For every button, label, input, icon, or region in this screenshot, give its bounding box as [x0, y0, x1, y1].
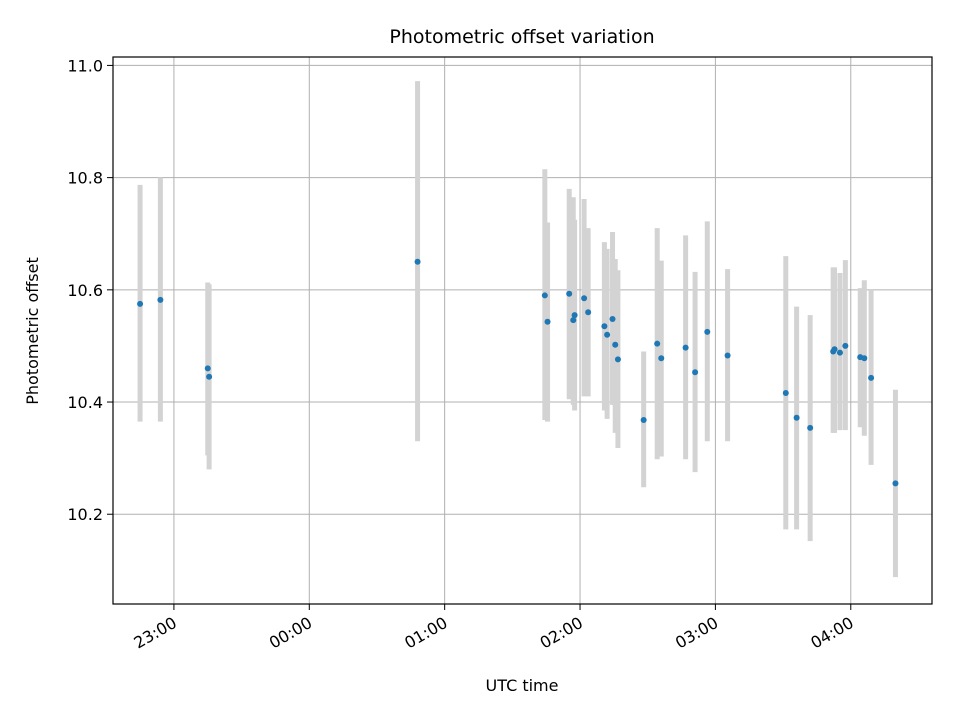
plot-frame	[112, 56, 933, 605]
y-axis-ticks: 10.2 10.4 10.6 10.8 11.0	[67, 56, 113, 524]
data-point	[157, 296, 164, 303]
data-point	[654, 340, 661, 347]
y-tick-label: 11.0	[67, 56, 103, 75]
data-point	[658, 355, 665, 362]
data-point	[682, 344, 689, 351]
data-point	[544, 318, 551, 325]
data-points	[137, 258, 899, 487]
data-point	[831, 346, 838, 353]
data-point	[541, 292, 548, 299]
data-point	[614, 356, 621, 363]
data-point	[793, 414, 800, 421]
data-point	[137, 300, 144, 307]
data-point	[724, 352, 731, 359]
data-point	[842, 342, 849, 349]
data-point	[868, 374, 875, 381]
grid	[113, 57, 932, 604]
data-point	[570, 317, 577, 324]
data-point	[585, 309, 592, 316]
y-tick-label: 10.2	[67, 505, 103, 524]
data-point	[206, 373, 213, 380]
data-point	[692, 369, 699, 376]
data-point	[601, 323, 608, 330]
data-point	[782, 390, 789, 397]
y-tick-label: 10.8	[67, 169, 103, 188]
data-point	[807, 424, 814, 431]
x-axis-title: UTC time	[486, 676, 559, 695]
chart-title: Photometric offset variation	[389, 26, 654, 48]
data-point	[640, 416, 647, 423]
data-point	[204, 365, 211, 372]
data-point	[892, 480, 899, 487]
y-tick-label: 10.6	[67, 281, 103, 300]
data-point	[612, 341, 619, 348]
data-point	[704, 328, 711, 335]
data-point	[581, 295, 588, 302]
data-point	[836, 349, 843, 356]
data-point	[571, 312, 578, 319]
data-point	[604, 331, 611, 338]
data-point	[861, 355, 868, 362]
data-point	[566, 290, 573, 297]
data-point	[414, 258, 421, 265]
y-axis-title: Photometric offset	[23, 257, 42, 405]
data-point	[609, 315, 616, 322]
y-tick-label: 10.4	[67, 393, 103, 412]
